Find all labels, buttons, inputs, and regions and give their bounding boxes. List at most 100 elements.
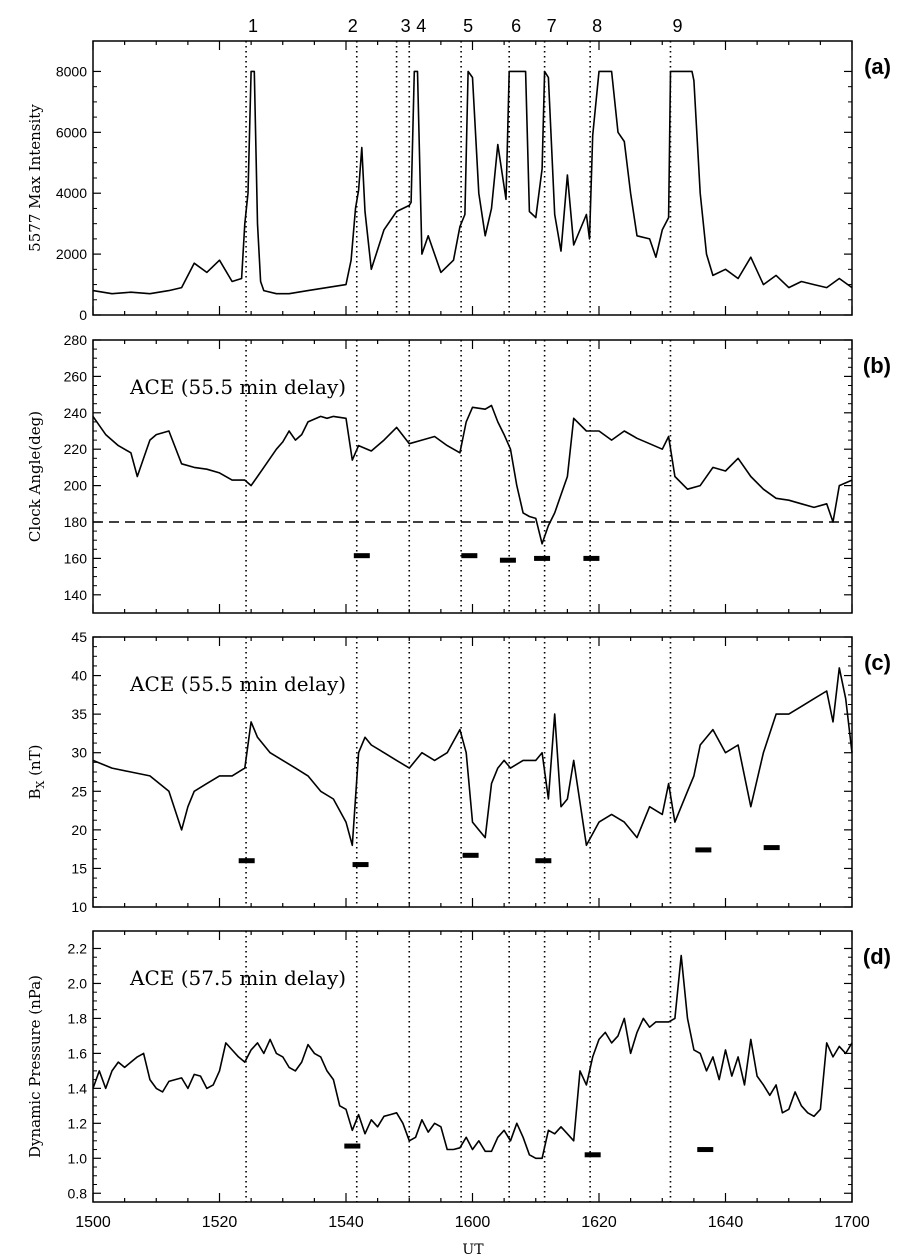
panel-label: (a) [864,54,891,79]
y-tick-label: 180 [64,514,88,530]
y-ticks: 10 15 20 25 30 35 40 45 [71,629,852,915]
y-tick-label: 1.8 [68,1010,88,1026]
interval-marker [461,553,478,559]
x-tick-label: 1540 [328,1214,364,1231]
event-number-5: 5 [463,16,473,36]
event-number-3: 3 [401,16,411,36]
delay-annotation: ACE (55.5 min delay) [129,375,346,399]
event-number-8: 8 [592,16,602,36]
event-lines [245,41,672,315]
y-axis-label: 5577 Max Intensity [26,104,44,252]
panels: 0 2000 4000 6000 8000 (a) 5577 Max Intensity 14… [26,40,891,1231]
y-tick-label: 220 [64,441,88,457]
data-series-line [92,954,853,1160]
interval-marker [697,1147,714,1153]
interval-marker [499,557,516,563]
y-tick-label: 140 [64,587,88,603]
interval-markers [344,1143,714,1158]
panel-label: (d) [863,944,891,969]
y-axis-label: Dynamic Pressure (nPa) [26,975,44,1158]
y-tick-label: 260 [64,368,88,384]
y-tick-label: 20 [71,822,87,838]
x-tick-label: 1640 [708,1214,744,1231]
y-axis-label-text: 5577 Max Intensity [26,104,44,252]
interval-marker [583,555,600,561]
interval-marker [584,1152,601,1158]
panel-a: 0 2000 4000 6000 8000 (a) 5577 Max Intensity [26,40,891,323]
panel-label: (b) [863,353,891,378]
y-tick-label: 8000 [56,63,87,79]
y-tick-label: 4000 [56,185,87,201]
x-tick-label: 1500 [75,1214,111,1231]
x-tick-label: 1600 [455,1214,491,1231]
delay-annotation: ACE (55.5 min delay) [129,672,346,696]
interval-marker [763,845,780,851]
interval-marker [695,847,712,853]
data-series-line [92,70,853,295]
event-number-6: 6 [511,16,521,36]
y-tick-label: 280 [64,332,88,348]
y-tick-label: 2.0 [68,975,88,991]
y-axis-label-subscript: X [34,780,47,788]
x-tick-label: 1700 [834,1214,870,1231]
event-lines [245,340,672,613]
panel-d: 0.8 1.0 1.2 1.4 1.6 1.8 2.0 2.2 (d) ACE (57.5 min… [26,930,891,1203]
x-axis-label: UT [462,1242,484,1257]
y-tick-label: 1.2 [68,1115,88,1131]
panel-c: 10 15 20 25 30 35 40 45 (c) ACE (55.5 min delay) B… [26,629,891,915]
interval-markers [353,553,600,563]
y-axis-label-text: Clock Angle(deg) [26,411,44,542]
y-tick-label: 240 [64,405,88,421]
y-tick-label: 35 [71,706,87,722]
y-tick-label: 6000 [56,124,87,140]
y-tick-label: 30 [71,745,87,761]
y-tick-label: 10 [71,899,87,915]
y-tick-label: 1.4 [68,1080,88,1096]
y-tick-label: 160 [64,550,88,566]
y-tick-label: 15 [71,860,87,876]
interval-marker [462,852,479,858]
event-number-9: 9 [672,16,682,36]
y-tick-label: 25 [71,783,87,799]
y-ticks: 0 2000 4000 6000 8000 [56,63,852,323]
x-tick-label: 1520 [202,1214,238,1231]
y-tick-label: 45 [71,629,87,645]
y-tick-label: 1.0 [68,1150,88,1166]
event-number-4: 4 [416,16,426,36]
interval-marker [535,858,552,864]
y-axis-label-text: B [26,788,44,799]
panel-b: 140 160 180 200 220 240 260 280 (b) ACE (55.5 min… [26,332,891,614]
delay-annotation: ACE (57.5 min delay) [129,966,346,990]
event-number-2: 2 [348,16,358,36]
interval-markers [238,845,780,868]
x-ticks [92,340,853,613]
y-axis-label-text: Dynamic Pressure (nPa) [26,975,44,1158]
x-ticks [92,637,853,907]
y-tick-label: 40 [71,668,87,684]
data-series-line [92,667,853,847]
y-tick-label: 2.2 [68,940,88,956]
y-tick-label: 200 [64,478,88,494]
y-axis-label: BX (nT) [26,744,47,799]
event-number-7: 7 [547,16,557,36]
interval-marker [353,553,370,559]
panel-label: (c) [864,650,891,675]
y-tick-label: 2000 [56,246,87,262]
data-series-line [92,404,853,545]
interval-marker [344,1143,361,1149]
y-ticks: 140 160 180 200 220 240 260 280 [64,332,852,603]
y-axis-label-unit: (nT) [26,744,44,780]
y-tick-label: 1.6 [68,1045,88,1061]
y-tick-label: 0 [79,307,87,323]
x-ticks [92,41,853,315]
interval-marker [534,555,551,561]
interval-marker [352,862,369,868]
interval-marker [238,858,255,864]
y-axis-label: Clock Angle(deg) [26,411,44,542]
event-number-1: 1 [248,16,258,36]
y-tick-label: 0.8 [68,1185,88,1201]
x-tick-label: 1620 [581,1214,617,1231]
y-ticks: 0.8 1.0 1.2 1.4 1.6 1.8 2.0 2.2 [68,940,852,1201]
